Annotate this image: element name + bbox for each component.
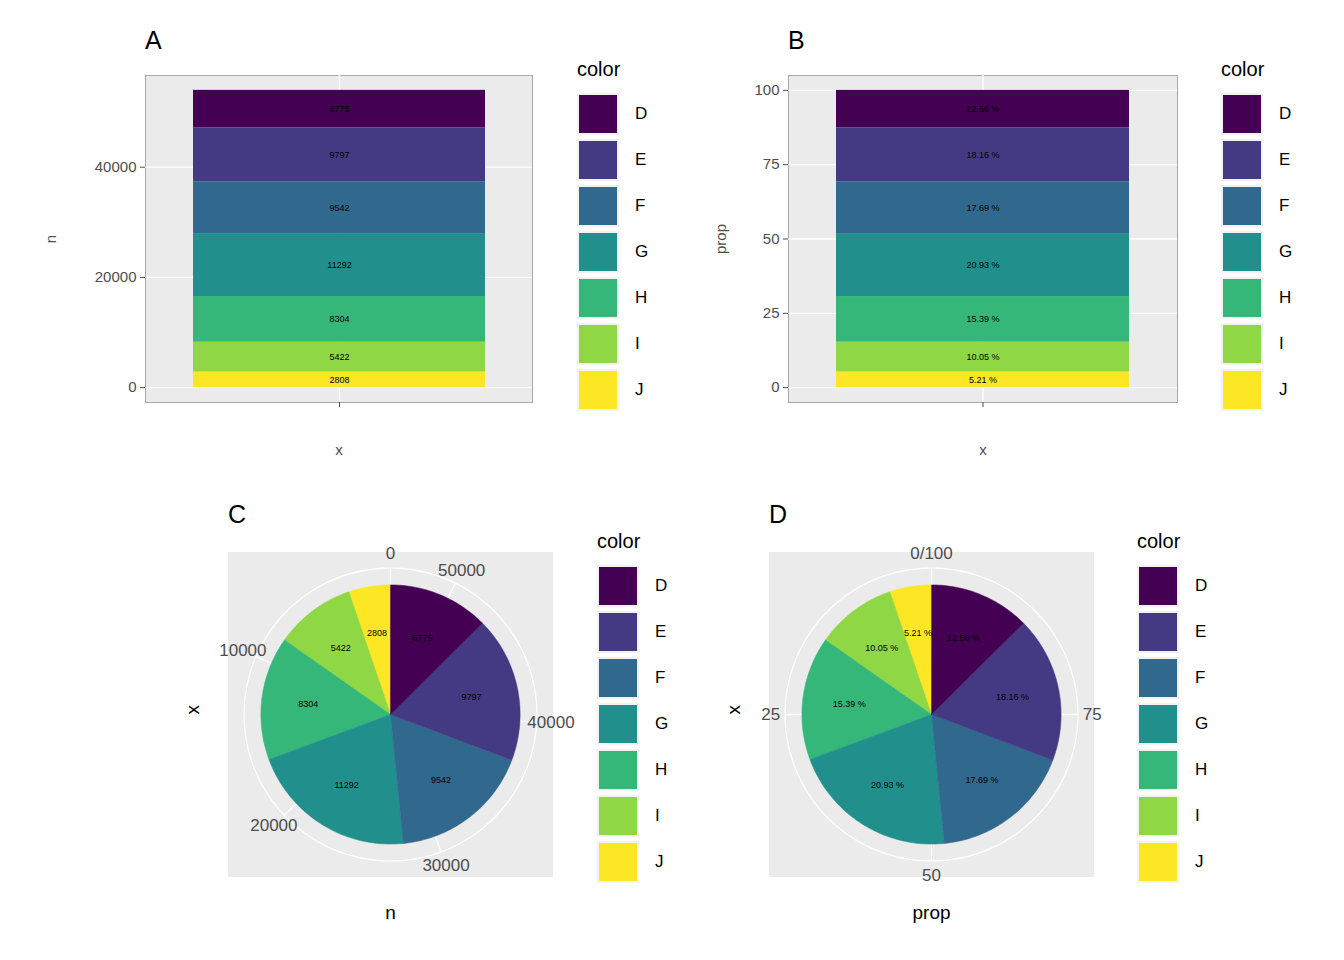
html-text:H: H <box>655 760 668 779</box>
svg-text:75: 75 <box>1083 705 1102 724</box>
svg-text:0: 0 <box>771 378 779 395</box>
html-text:A: A <box>145 26 162 54</box>
svg-text:20.93 %: 20.93 % <box>871 780 904 790</box>
svg-text:11292: 11292 <box>327 260 351 270</box>
svg-text:2808: 2808 <box>367 628 387 638</box>
svg-text:30000: 30000 <box>422 856 469 875</box>
svg-text:n: n <box>42 235 59 243</box>
svg-text:18.16 %: 18.16 % <box>966 150 999 160</box>
svg-text:25: 25 <box>761 705 780 724</box>
html-text:J: J <box>1195 852 1204 871</box>
svg-text:17.69 %: 17.69 % <box>966 775 999 785</box>
html-text:D: D <box>769 500 788 528</box>
html-text:G: G <box>655 714 669 733</box>
svg-text:5.21 %: 5.21 % <box>969 375 997 385</box>
html-text:D: D <box>635 104 648 123</box>
html-text:color: color <box>577 58 621 80</box>
svg-text:0: 0 <box>386 544 395 563</box>
html-text:J: J <box>655 852 664 871</box>
svg-text:17.69 %: 17.69 % <box>966 203 999 213</box>
svg-text:20000: 20000 <box>95 268 137 285</box>
svg-text:x: x <box>979 441 987 458</box>
svg-text:25: 25 <box>763 304 780 321</box>
svg-text:11292: 11292 <box>334 780 358 790</box>
svg-text:15.39 %: 15.39 % <box>966 314 999 324</box>
svg-text:20.93 %: 20.93 % <box>966 260 999 270</box>
svg-text:x: x <box>335 441 343 458</box>
svg-text:50000: 50000 <box>438 561 485 580</box>
html-text:E: E <box>1195 622 1207 641</box>
svg-text:50: 50 <box>763 230 780 247</box>
svg-text:12.56 %: 12.56 % <box>966 104 999 114</box>
html-text:E: E <box>1279 150 1291 169</box>
html-text:J: J <box>1279 380 1288 399</box>
svg-text:9797: 9797 <box>329 150 349 160</box>
html-text:F: F <box>655 668 666 687</box>
html-text:G: G <box>1279 242 1293 261</box>
html-text:D: D <box>655 576 668 595</box>
html-text:E: E <box>635 150 647 169</box>
svg-text:100: 100 <box>754 81 779 98</box>
html-text:F: F <box>1279 196 1290 215</box>
html-text:I: I <box>1279 334 1284 353</box>
svg-text:50: 50 <box>922 866 941 885</box>
svg-text:x: x <box>723 705 744 715</box>
html-text:G: G <box>1195 714 1209 733</box>
svg-text:5422: 5422 <box>331 643 351 653</box>
html-text:D: D <box>1279 104 1292 123</box>
svg-text:prop: prop <box>712 224 729 254</box>
svg-text:8304: 8304 <box>298 699 318 709</box>
svg-text:18.16 %: 18.16 % <box>996 692 1029 702</box>
html-text:I: I <box>1195 806 1200 825</box>
svg-text:20000: 20000 <box>250 816 297 835</box>
svg-text:x: x <box>182 705 203 715</box>
svg-text:2808: 2808 <box>329 375 349 385</box>
svg-text:9797: 9797 <box>462 692 482 702</box>
svg-text:8304: 8304 <box>329 314 349 324</box>
svg-text:6775: 6775 <box>329 104 349 114</box>
html-text:color: color <box>1221 58 1265 80</box>
svg-text:9542: 9542 <box>431 775 451 785</box>
html-text:I: I <box>635 334 640 353</box>
svg-text:5.21 %: 5.21 % <box>904 628 932 638</box>
svg-text:15.39 %: 15.39 % <box>833 699 866 709</box>
html-text:color: color <box>597 530 641 552</box>
html-text:D: D <box>1195 576 1208 595</box>
html-text:H: H <box>1195 760 1208 779</box>
svg-text:40000: 40000 <box>527 713 574 732</box>
svg-text:prop: prop <box>912 902 950 923</box>
html-text:F: F <box>1195 668 1206 687</box>
html-text:J: J <box>635 380 644 399</box>
svg-text:6775: 6775 <box>412 633 432 643</box>
html-text:H: H <box>635 288 648 307</box>
html-text:I: I <box>655 806 660 825</box>
html-text:F: F <box>635 196 646 215</box>
html-text:G: G <box>635 242 649 261</box>
svg-text:10.05 %: 10.05 % <box>865 643 898 653</box>
svg-text:0: 0 <box>128 378 136 395</box>
html-text:C: C <box>228 500 247 528</box>
html-text:B: B <box>788 26 805 54</box>
svg-text:0/100: 0/100 <box>910 544 953 563</box>
svg-text:10000: 10000 <box>219 641 266 660</box>
svg-text:9542: 9542 <box>329 203 349 213</box>
svg-text:75: 75 <box>763 155 780 172</box>
html-text:color: color <box>1137 530 1181 552</box>
svg-text:5422: 5422 <box>329 352 349 362</box>
html-text:H: H <box>1279 288 1292 307</box>
html-text:E: E <box>655 622 667 641</box>
svg-text:10.05 %: 10.05 % <box>966 352 999 362</box>
svg-text:n: n <box>385 902 396 923</box>
svg-text:40000: 40000 <box>95 158 137 175</box>
svg-text:12.56 %: 12.56 % <box>947 633 980 643</box>
